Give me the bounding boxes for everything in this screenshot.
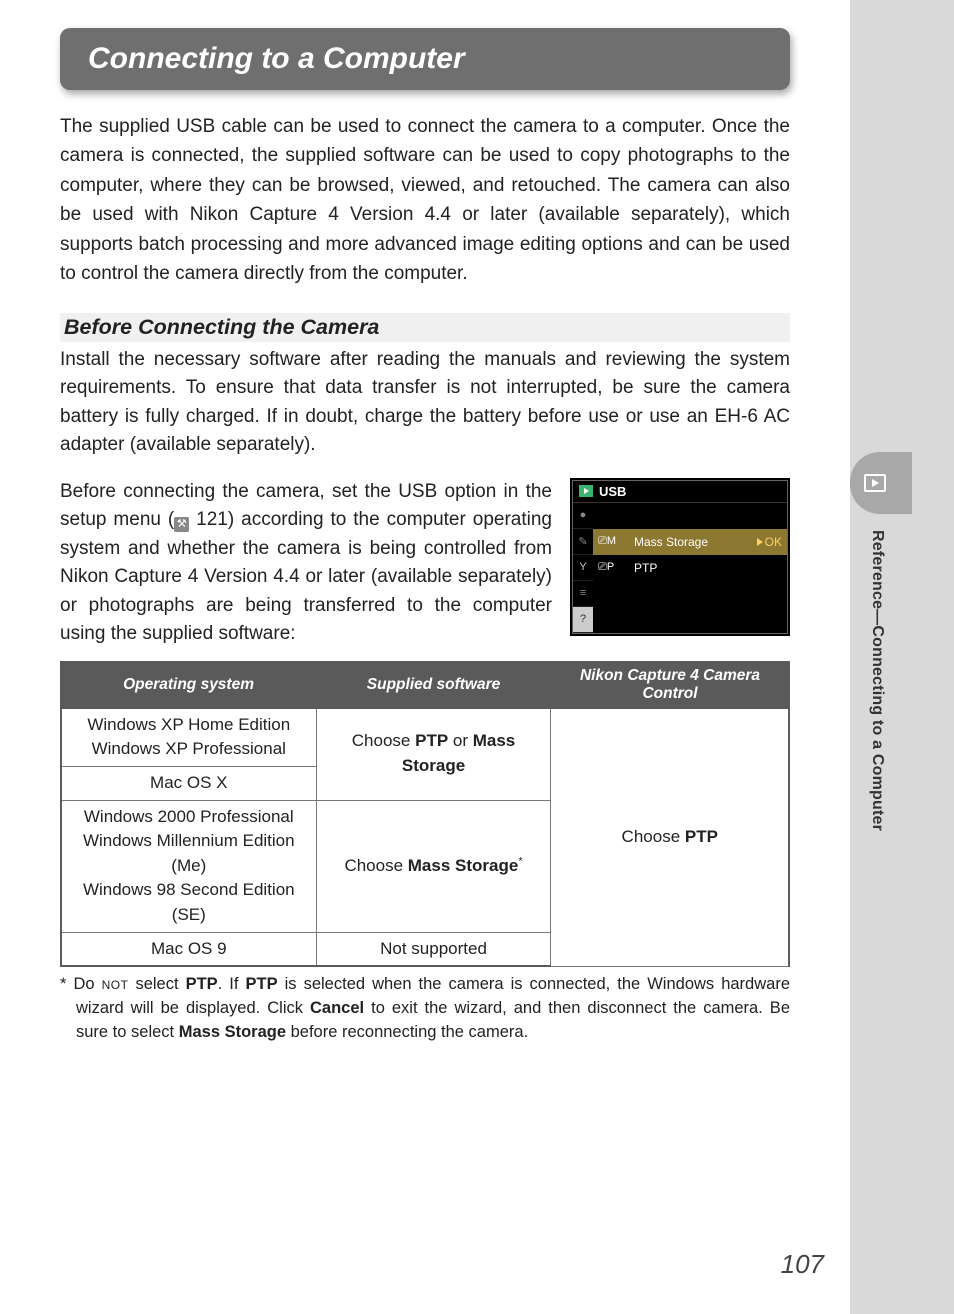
menu-title: USB <box>599 484 781 499</box>
thumb-tab: Reference—Connecting to a Computer <box>850 0 954 1314</box>
menu-item-blank <box>593 581 787 607</box>
os-software-table: Operating system Supplied software Nikon… <box>60 661 790 968</box>
ok-triangle-icon <box>757 538 763 546</box>
menu-ok-label: OK <box>765 535 782 549</box>
setup-menu-icon: ⚒ <box>174 517 189 532</box>
footnote: * Do not select PTP. If PTP is selected … <box>60 973 790 1045</box>
side-icon-list: ≡ <box>580 587 586 599</box>
table-cell-os: Mac OS X <box>61 766 316 800</box>
menu-side-icons: ● ✎ Y ≡ ? <box>573 503 593 633</box>
menu-item-prefix: ⎚P <box>598 561 630 574</box>
table-header-supplied: Supplied software <box>316 662 551 708</box>
table-cell-os: Windows XP Home Edition Windows XP Profe… <box>61 708 316 767</box>
table-cell-supplied-g1: Choose PTP or Mass Storage <box>316 708 551 800</box>
menu-item-mass-storage: ⎚M Mass Storage OK <box>593 529 787 555</box>
side-icon-wrench: Y <box>579 561 586 573</box>
table-cell-nikon: Choose PTP <box>551 708 789 967</box>
menu-item-ptp: ⎚P PTP <box>593 555 787 581</box>
page-content: Connecting to a Computer The supplied US… <box>0 0 850 1314</box>
menu-item-label: Mass Storage <box>634 535 757 549</box>
table-header-nikon: Nikon Capture 4 Camera Control <box>551 662 789 708</box>
paragraph-1: Install the necessary software after rea… <box>60 346 790 460</box>
side-icon-question: ? <box>580 613 586 625</box>
menu-item-prefix: ⎚M <box>598 535 630 548</box>
table-cell-os: Windows 2000 Professional Windows Millen… <box>61 800 316 932</box>
table-cell-supplied-g3: Not supported <box>316 932 551 966</box>
page-ref: 121 <box>189 509 228 530</box>
playback-tab-icon <box>850 452 912 514</box>
menu-item-blank <box>593 607 787 633</box>
side-icon-pencil: ✎ <box>578 535 587 548</box>
table-cell-os: Mac OS 9 <box>61 932 316 966</box>
paragraph-2: Before connecting the camera, set the US… <box>60 478 552 649</box>
intro-paragraph: The supplied USB cable can be used to co… <box>60 112 790 289</box>
menu-play-icon <box>579 485 593 497</box>
menu-item-blank <box>593 503 787 529</box>
side-section-label: Reference—Connecting to a Computer <box>868 530 886 831</box>
camera-menu-screenshot: USB ● ✎ Y ≡ ? ⎚M Mass Storage <box>570 478 790 636</box>
menu-item-label: PTP <box>634 561 782 575</box>
page-number: 107 <box>781 1249 824 1280</box>
page-title: Connecting to a Computer <box>88 42 762 76</box>
table-header-os: Operating system <box>61 662 316 708</box>
side-icon-dot: ● <box>580 509 587 521</box>
table-cell-supplied-g2: Choose Mass Storage* <box>316 800 551 932</box>
page-title-bar: Connecting to a Computer <box>60 28 790 90</box>
subheading: Before Connecting the Camera <box>60 313 790 342</box>
